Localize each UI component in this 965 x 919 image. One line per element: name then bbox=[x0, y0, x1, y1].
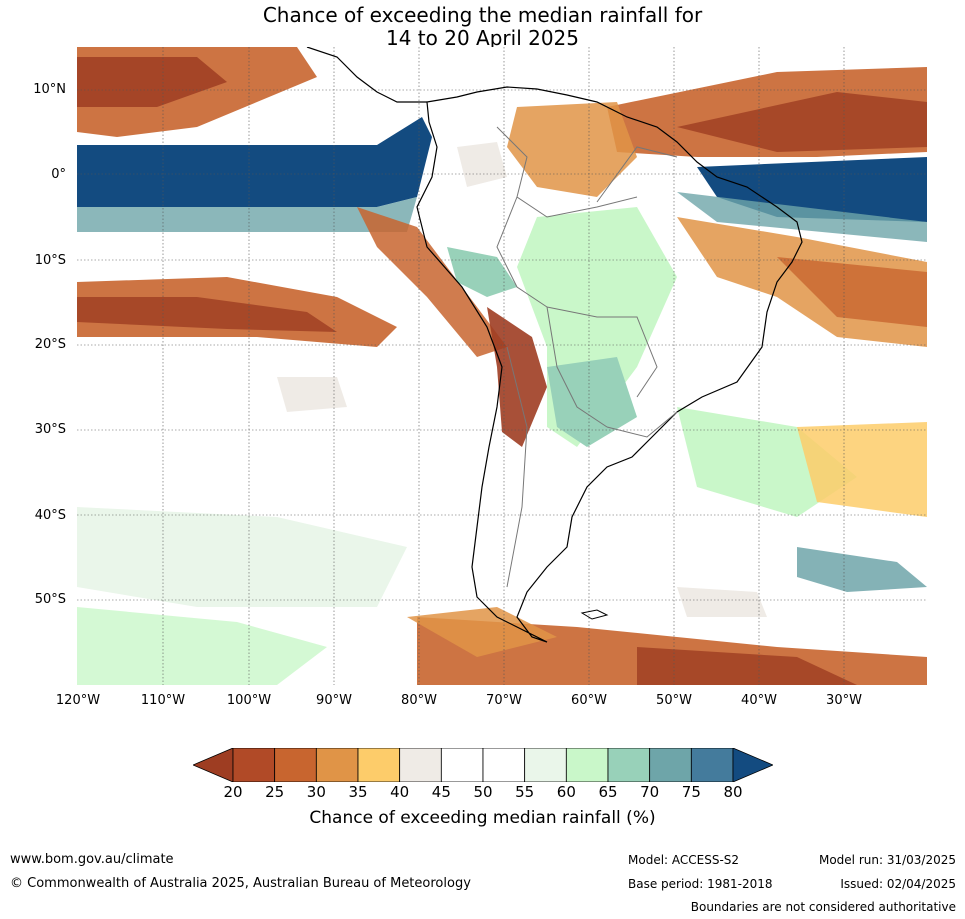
lon-label-70w: 70°W bbox=[486, 693, 522, 708]
colorbar-label: Chance of exceeding median rainfall (%) bbox=[309, 808, 656, 828]
colorbar-tick-20: 20 bbox=[223, 783, 243, 801]
map-gridlines bbox=[77, 47, 927, 685]
model-run: Model run: 31/03/2025 bbox=[818, 853, 956, 867]
title-line-2: 14 to 20 April 2025 bbox=[385, 26, 580, 50]
lon-label-90w: 90°W bbox=[316, 693, 352, 708]
field-pacific-streak bbox=[357, 207, 507, 357]
chart-title: Chance of exceeding the median rainfall … bbox=[0, 4, 965, 50]
field-peru-teal bbox=[447, 247, 517, 297]
colorbar-tick-35: 35 bbox=[348, 783, 368, 801]
colorbar-swatch-50-55 bbox=[482, 748, 526, 782]
field-southern-dry-core bbox=[637, 647, 857, 685]
field-neutral-1 bbox=[277, 377, 347, 412]
field-pacific-wet-edge bbox=[77, 197, 417, 232]
field-pacific-15s-core bbox=[77, 297, 337, 332]
rainfall-fields bbox=[77, 47, 927, 685]
field-atlantic-15s-core bbox=[777, 257, 927, 327]
colorbar-tick-30: 30 bbox=[306, 783, 326, 801]
colorbar-tick-65: 65 bbox=[598, 783, 618, 801]
field-neutral-3 bbox=[457, 142, 507, 187]
field-nw-dry-core bbox=[77, 57, 227, 107]
colorbar-tick-25: 25 bbox=[265, 783, 285, 801]
lat-label-40s: 40°S bbox=[34, 508, 66, 523]
colorbar-tick-75: 75 bbox=[681, 783, 701, 801]
colorbar-swatch-20-25 bbox=[232, 748, 276, 782]
field-andes-dry bbox=[487, 307, 547, 447]
lat-label-30s: 30°S bbox=[34, 422, 66, 437]
field-spac-wet bbox=[77, 507, 407, 607]
field-nsa-dry bbox=[507, 102, 637, 197]
colorbar-tick-55: 55 bbox=[515, 783, 535, 801]
lat-label-10s: 10°S bbox=[34, 253, 66, 268]
website-url[interactable]: www.bom.gov.au/climate bbox=[10, 852, 174, 867]
country-borders bbox=[496, 126, 678, 588]
lat-label-50s: 50°S bbox=[34, 592, 66, 607]
colorbar-swatch-45-50 bbox=[440, 748, 484, 782]
field-atlantic-wet-edge bbox=[677, 192, 927, 242]
field-neutral-2 bbox=[677, 587, 767, 617]
lat-label-10n: 10°N bbox=[33, 82, 66, 97]
colorbar-tick-60: 60 bbox=[556, 783, 576, 801]
lon-label-50w: 50°W bbox=[656, 693, 692, 708]
colorbar-extend-high bbox=[732, 748, 773, 782]
lon-label-30w: 30°W bbox=[826, 693, 862, 708]
field-satl-wet bbox=[677, 407, 857, 517]
base-period: Base period: 1981-2018 bbox=[628, 877, 773, 891]
colorbar-tick-50: 50 bbox=[473, 783, 493, 801]
lon-label-120w: 120°W bbox=[55, 693, 101, 708]
colorbar-swatch-25-30 bbox=[274, 748, 317, 782]
lon-label-100w: 100°W bbox=[226, 693, 272, 708]
model-name: Model: ACCESS-S2 bbox=[628, 853, 740, 867]
lon-label-80w: 80°W bbox=[401, 693, 437, 708]
issued-date: Issued: 02/04/2025 bbox=[840, 877, 956, 891]
field-satl-teal bbox=[797, 547, 927, 592]
colorbar-swatch-75-80 bbox=[690, 748, 734, 782]
colorbar-extend-low bbox=[193, 748, 234, 782]
title-line-1: Chance of exceeding the median rainfall … bbox=[262, 3, 703, 27]
colorbar-swatch-35-40 bbox=[357, 748, 401, 782]
falkland-islands bbox=[580, 609, 609, 620]
lon-label-60w: 60°W bbox=[571, 693, 607, 708]
field-pacific-wet bbox=[77, 117, 432, 207]
copyright-text: © Commonwealth of Australia 2025, Austra… bbox=[10, 876, 471, 891]
colorbar-tick-80: 80 bbox=[723, 783, 743, 801]
field-atlantic-north-dry-core bbox=[677, 92, 927, 152]
colorbar-tick-40: 40 bbox=[390, 783, 410, 801]
colorbar-tick-70: 70 bbox=[640, 783, 660, 801]
colorbar-swatch-55-60 bbox=[524, 748, 567, 782]
boundaries-disclaimer: Boundaries are not considered authoritat… bbox=[690, 900, 956, 914]
field-satl-dry bbox=[797, 422, 927, 517]
colorbar-tick-45: 45 bbox=[431, 783, 451, 801]
lon-label-110w: 110°W bbox=[140, 693, 186, 708]
colorbar-swatch-30-35 bbox=[315, 748, 359, 782]
colorbar bbox=[193, 748, 773, 782]
lat-label-0: 0° bbox=[51, 167, 66, 182]
colorbar-swatch-60-65 bbox=[565, 748, 609, 782]
lat-label-20s: 20°S bbox=[34, 337, 66, 352]
field-central-sa-teal bbox=[547, 357, 637, 447]
south-america-coastline bbox=[416, 86, 803, 643]
field-spac-wet-2 bbox=[77, 607, 327, 685]
lon-label-40w: 40°W bbox=[741, 693, 777, 708]
central-america-coastline bbox=[306, 47, 427, 103]
colorbar-swatch-65-70 bbox=[607, 748, 651, 782]
colorbar-swatch-70-75 bbox=[649, 748, 692, 782]
rainfall-map bbox=[77, 47, 927, 685]
colorbar-swatch-40-45 bbox=[399, 748, 442, 782]
